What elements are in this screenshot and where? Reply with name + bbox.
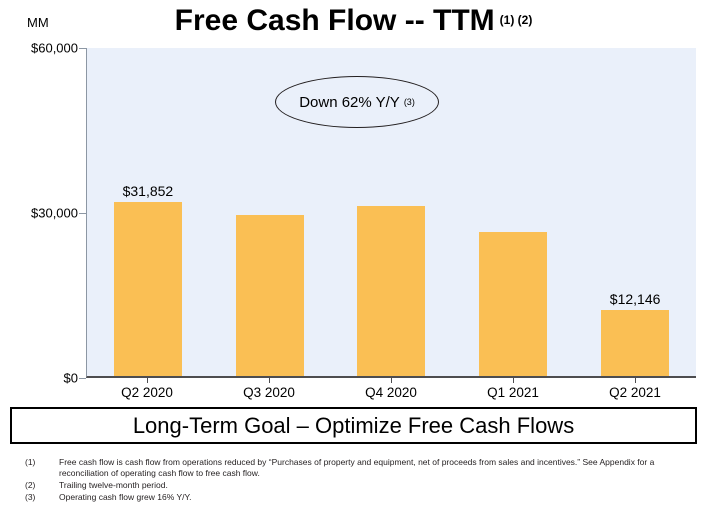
bar-value-label: $31,852 (122, 182, 174, 199)
bar-group: $31,852 (87, 48, 209, 376)
x-axis-label-text: Q1 2021 (487, 385, 539, 400)
chart-title-text: Free Cash Flow -- TTM (174, 4, 495, 37)
bar (601, 309, 670, 376)
x-axis-label-text: Q4 2020 (365, 385, 417, 400)
footnote-number: (3) (25, 492, 36, 503)
x-axis-label: Q2 2020 (86, 377, 208, 400)
x-axis-label: Q4 2020 (330, 377, 452, 400)
y-tick-label: $30,000 (31, 205, 78, 221)
goal-banner-text: Long-Term Goal – Optimize Free Cash Flow… (132, 412, 575, 438)
goal-banner: Long-Term Goal – Optimize Free Cash Flow… (10, 407, 697, 444)
y-tick-mark (79, 378, 86, 379)
x-tick-mark (269, 377, 270, 383)
y-tick-mark (79, 48, 86, 49)
y-tick-label: $60,000 (31, 40, 78, 56)
bar-group: $12,146 (574, 48, 696, 376)
bar-group (209, 48, 331, 376)
plot-area: $31,852 $12,146 Down 62% Y/Y (3) (86, 48, 696, 378)
bar (113, 201, 182, 376)
x-axis-label: Q3 2020 (208, 377, 330, 400)
x-axis-label: Q2 2021 (574, 377, 696, 400)
x-tick-mark (635, 377, 636, 383)
bar-group (331, 48, 453, 376)
x-axis-labels: Q2 2020 Q3 2020 Q4 2020 Q1 2021 Q2 2021 (86, 377, 696, 400)
x-axis-label-text: Q3 2020 (243, 385, 295, 400)
footnote-number: (1) (25, 457, 36, 467)
footnote-text: Free cash flow is cash flow from operati… (59, 457, 655, 479)
y-tick-label: $0 (63, 370, 78, 386)
annotation-callout: Down 62% Y/Y (3) (275, 76, 439, 128)
x-tick-mark (513, 377, 514, 383)
annotation-footnote-ref: (3) (403, 97, 415, 107)
footnote: (1) Free cash flow is cash flow from oper… (25, 457, 697, 479)
x-tick-mark (391, 377, 392, 383)
footnote: (2) Trailing twelve-month period. (25, 480, 697, 491)
footnote-text: Trailing twelve-month period. (59, 480, 168, 491)
y-tick-mark (79, 213, 86, 214)
footnote-text: Operating cash flow grew 16% Y/Y. (59, 492, 192, 503)
bar (235, 214, 304, 376)
x-axis-label-text: Q2 2020 (121, 385, 173, 400)
bars-container: $31,852 $12,146 (87, 48, 696, 376)
chart-title-footnote-ref: (1) (2) (499, 13, 533, 27)
x-tick-mark (147, 377, 148, 383)
y-axis-units-label: MM (27, 15, 49, 30)
bar-value-label: $12,146 (609, 290, 661, 307)
footnotes: (1) Free cash flow is cash flow from oper… (25, 457, 697, 504)
chart-title: Free Cash Flow -- TTM (1) (2) (0, 4, 707, 38)
bar (357, 206, 426, 376)
annotation-text: Down 62% Y/Y (299, 93, 400, 111)
x-axis-label-text: Q2 2021 (609, 385, 661, 400)
bar (479, 231, 548, 376)
footnote-number: (2) (25, 480, 36, 491)
bar-group (452, 48, 574, 376)
x-axis-label: Q1 2021 (452, 377, 574, 400)
footnote: (3) Operating cash flow grew 16% Y/Y. (25, 492, 697, 503)
